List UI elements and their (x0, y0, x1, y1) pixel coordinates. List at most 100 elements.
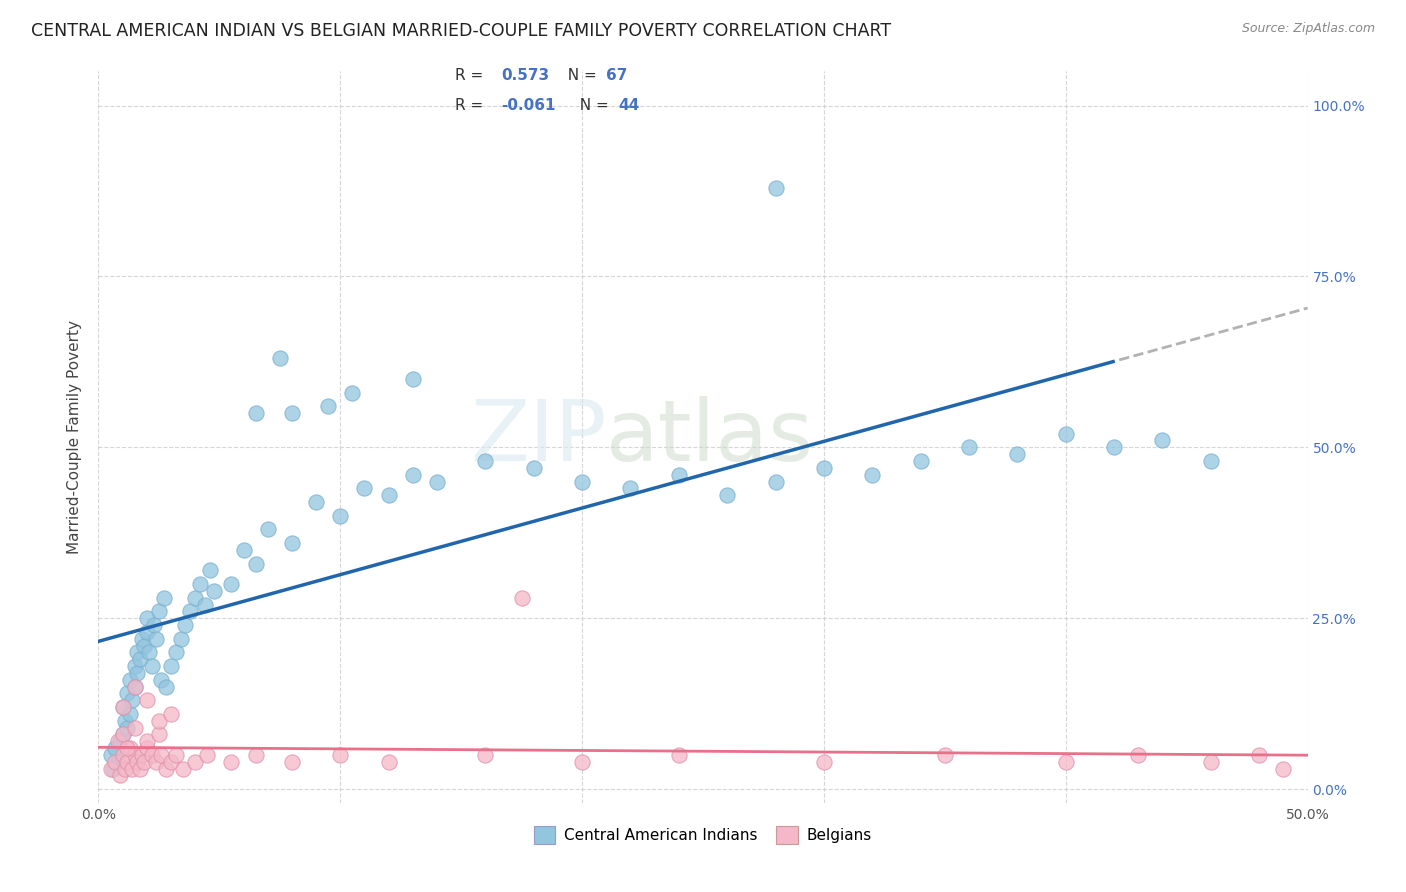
Point (160, 706, 183, 721)
Point (118, 741, 141, 756)
Point (765, 180, 787, 194)
Point (1102, 440, 1125, 454)
Point (124, 721, 146, 735)
Point (765, 475, 787, 489)
Point (155, 762, 177, 776)
Point (934, 747, 956, 762)
Point (1054, 755, 1077, 769)
Point (152, 591, 174, 605)
Point (305, 495, 328, 509)
Point (1249, 747, 1271, 762)
Point (124, 747, 146, 762)
Point (668, 747, 690, 762)
Point (143, 618, 166, 632)
Point (134, 639, 156, 653)
Point (135, 693, 157, 707)
Point (108, 768, 131, 782)
Point (1199, 755, 1222, 769)
Point (184, 591, 207, 605)
Point (165, 747, 187, 762)
Point (716, 488, 738, 502)
Point (342, 385, 364, 400)
Point (121, 762, 143, 776)
Point (150, 673, 173, 687)
Point (245, 406, 267, 420)
Y-axis label: Married-Couple Family Poverty: Married-Couple Family Poverty (67, 320, 83, 554)
Point (117, 741, 139, 756)
Point (117, 686, 139, 700)
Point (135, 741, 157, 756)
Point (329, 747, 352, 762)
Point (131, 747, 153, 762)
Point (114, 714, 136, 728)
Point (148, 714, 170, 728)
Point (1054, 426, 1077, 441)
Point (1272, 762, 1295, 776)
Point (155, 680, 177, 694)
Point (377, 488, 399, 502)
Point (111, 747, 134, 762)
Text: 0.573: 0.573 (501, 68, 550, 83)
Point (194, 598, 217, 612)
Point (813, 460, 835, 475)
Point (127, 665, 149, 680)
Point (245, 557, 267, 571)
Point (402, 467, 425, 482)
Point (134, 755, 156, 769)
Point (571, 475, 593, 489)
Point (668, 467, 690, 482)
Text: 44: 44 (619, 98, 640, 113)
Point (127, 645, 149, 659)
Point (256, 522, 278, 536)
Point (111, 727, 134, 741)
Point (1007, 447, 1029, 461)
Point (127, 755, 149, 769)
Point (402, 372, 425, 386)
Point (1152, 434, 1174, 448)
Point (281, 536, 304, 550)
Point (111, 700, 134, 714)
Point (128, 762, 150, 776)
Text: R =: R = (456, 98, 488, 113)
Point (101, 762, 124, 776)
Legend: Central American Indians, Belgians: Central American Indians, Belgians (527, 820, 879, 850)
Point (118, 706, 141, 721)
Point (204, 583, 226, 598)
Point (160, 659, 183, 673)
Point (510, 591, 533, 605)
Point (135, 611, 157, 625)
Point (107, 734, 129, 748)
Point (124, 680, 146, 694)
Point (571, 755, 593, 769)
Text: N =: N = (569, 98, 613, 113)
Point (104, 755, 127, 769)
Point (124, 680, 146, 694)
Point (128, 652, 150, 666)
Point (426, 475, 449, 489)
Point (860, 467, 883, 482)
Point (145, 632, 167, 646)
Point (281, 406, 304, 420)
Point (114, 762, 136, 776)
Point (141, 747, 163, 762)
Point (910, 454, 932, 468)
Point (957, 440, 980, 454)
Point (221, 577, 243, 591)
Text: 67: 67 (606, 68, 627, 83)
Point (150, 747, 173, 762)
Point (100, 762, 122, 776)
Point (111, 727, 134, 741)
Text: N =: N = (558, 68, 602, 83)
Point (121, 693, 143, 707)
Point (131, 632, 153, 646)
Point (117, 721, 139, 735)
Point (523, 460, 546, 475)
Point (100, 747, 122, 762)
Point (353, 481, 375, 495)
Point (198, 563, 221, 577)
Text: R =: R = (456, 68, 488, 83)
Point (104, 741, 127, 756)
Point (188, 577, 211, 591)
Point (148, 727, 170, 741)
Point (179, 604, 201, 618)
